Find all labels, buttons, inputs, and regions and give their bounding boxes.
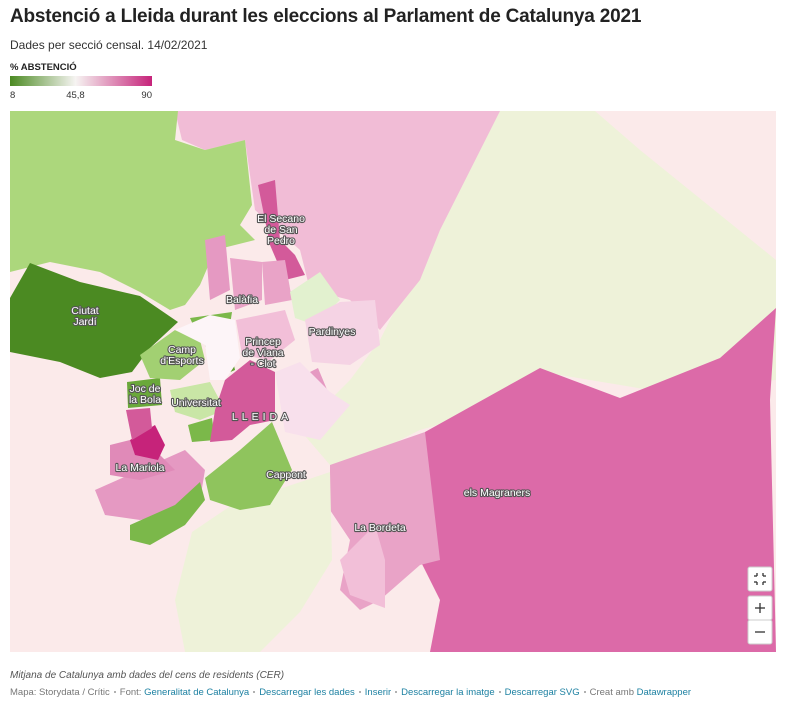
map-label: Cappont bbox=[266, 469, 306, 481]
title: Abstenció a Lleida durant les eleccions … bbox=[10, 6, 642, 27]
map-label: La Bordeta bbox=[354, 522, 406, 534]
region bbox=[130, 482, 205, 545]
zoom-in-button[interactable] bbox=[747, 595, 773, 621]
credit: Mapa: Storydata / Crític bbox=[10, 687, 110, 698]
separator bbox=[583, 691, 586, 694]
region bbox=[205, 422, 292, 510]
region bbox=[175, 472, 332, 652]
footer-link[interactable]: Descarregar les dades bbox=[259, 687, 355, 698]
source-label: Font: bbox=[119, 687, 142, 698]
made-with: Creat amb bbox=[589, 687, 634, 698]
region bbox=[258, 180, 305, 280]
region bbox=[305, 300, 380, 365]
region bbox=[188, 418, 215, 442]
map-label: La Mariola bbox=[115, 462, 164, 474]
region bbox=[110, 440, 175, 480]
region bbox=[10, 263, 178, 378]
source-link[interactable]: Generalitat de Catalunya bbox=[144, 687, 250, 698]
region bbox=[236, 310, 295, 360]
separator bbox=[498, 691, 501, 694]
region bbox=[210, 360, 275, 442]
map-regions bbox=[10, 111, 776, 652]
map-label: - Clot bbox=[250, 358, 275, 370]
region bbox=[420, 308, 776, 652]
map-label: Universitat bbox=[171, 397, 221, 409]
region bbox=[10, 111, 255, 310]
region bbox=[175, 111, 500, 330]
footer-link[interactable]: Descarregar la imatge bbox=[401, 687, 495, 698]
footer-link[interactable]: Descarregar SVG bbox=[504, 687, 580, 698]
region bbox=[127, 378, 162, 408]
map-label: de Viana bbox=[242, 347, 283, 359]
separator bbox=[113, 691, 116, 694]
map-label: Joc de bbox=[130, 383, 161, 395]
separator bbox=[358, 691, 361, 694]
map-label: Balàfia bbox=[226, 294, 258, 306]
footnote: Mitjana de Catalunya amb dades del cens … bbox=[10, 670, 285, 681]
map-label: de San bbox=[264, 224, 297, 236]
legend-title: % ABSTENCIÓ bbox=[10, 62, 77, 73]
map-label: El Secano bbox=[257, 213, 305, 225]
map-label: Pardinyes bbox=[309, 326, 356, 338]
zoom-out-button[interactable] bbox=[747, 619, 773, 645]
footer: Mapa: Storydata / Crític Font: Generalita… bbox=[10, 687, 691, 698]
map-label: la Bola bbox=[129, 394, 161, 406]
map-label: Pedro bbox=[267, 235, 295, 247]
map-label: Ciutat bbox=[71, 305, 99, 317]
map-label: Jardí bbox=[73, 316, 96, 328]
legend-gradient bbox=[10, 76, 152, 86]
separator bbox=[395, 691, 398, 694]
map-label: d'Esports bbox=[160, 355, 203, 367]
region bbox=[300, 111, 776, 465]
fullscreen-button[interactable] bbox=[747, 566, 773, 592]
tool-link[interactable]: Datawrapper bbox=[636, 687, 692, 698]
map-label: Camp bbox=[168, 344, 196, 356]
separator bbox=[253, 691, 256, 694]
region bbox=[205, 235, 230, 300]
map-label: LLEIDA bbox=[232, 411, 292, 423]
region bbox=[130, 425, 165, 460]
region bbox=[275, 362, 350, 440]
legend-tick-label: 90 bbox=[141, 90, 152, 101]
map-label: els Magraners bbox=[464, 487, 531, 499]
legend-tick-label: 45,8 bbox=[66, 90, 85, 101]
legend: 8 45,8 90 bbox=[10, 76, 152, 101]
region bbox=[126, 408, 152, 440]
footer-link[interactable]: Inserir bbox=[364, 687, 392, 698]
region bbox=[95, 450, 205, 520]
region bbox=[170, 382, 225, 420]
region bbox=[175, 315, 240, 380]
region bbox=[140, 330, 205, 380]
map-controls bbox=[747, 566, 773, 645]
region bbox=[340, 525, 385, 608]
subtitle: Dades per secció censal. 14/02/2021 bbox=[10, 38, 208, 52]
region bbox=[230, 258, 262, 310]
map-label: Princep bbox=[245, 336, 281, 348]
region bbox=[262, 260, 292, 305]
legend-tick-label: 8 bbox=[10, 90, 15, 101]
